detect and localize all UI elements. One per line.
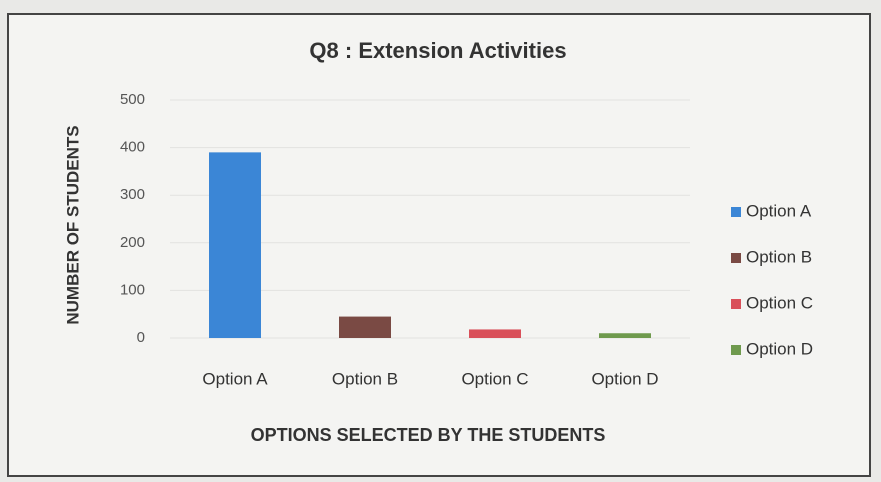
bar [209,152,261,338]
x-tick-label: Option A [202,369,268,388]
legend-swatch [731,207,741,217]
legend-label: Option B [746,247,812,266]
y-axis-label: NUMBER OF STUDENTS [63,125,82,324]
y-tick-label: 0 [137,329,145,346]
legend-swatch [731,253,741,263]
chart-frame [7,13,871,477]
x-axis-label: OPTIONS SELECTED BY THE STUDENTS [251,425,606,445]
legend-label: Option D [746,339,813,358]
x-tick-label: Option B [332,369,398,388]
bar [469,329,521,338]
legend-label: Option A [746,201,812,220]
y-tick-label: 300 [120,186,145,203]
legend-label: Option C [746,293,813,312]
y-tick-label: 500 [120,91,145,108]
y-tick-label: 200 [120,234,145,251]
chart-title: Q8 : Extension Activities [309,38,566,63]
bar [599,333,651,338]
bar [339,316,391,338]
legend-swatch [731,345,741,355]
x-tick-label: Option C [461,369,528,388]
y-tick-label: 100 [120,281,145,298]
legend-swatch [731,299,741,309]
y-tick-label: 400 [120,139,145,156]
x-tick-label: Option D [591,369,658,388]
